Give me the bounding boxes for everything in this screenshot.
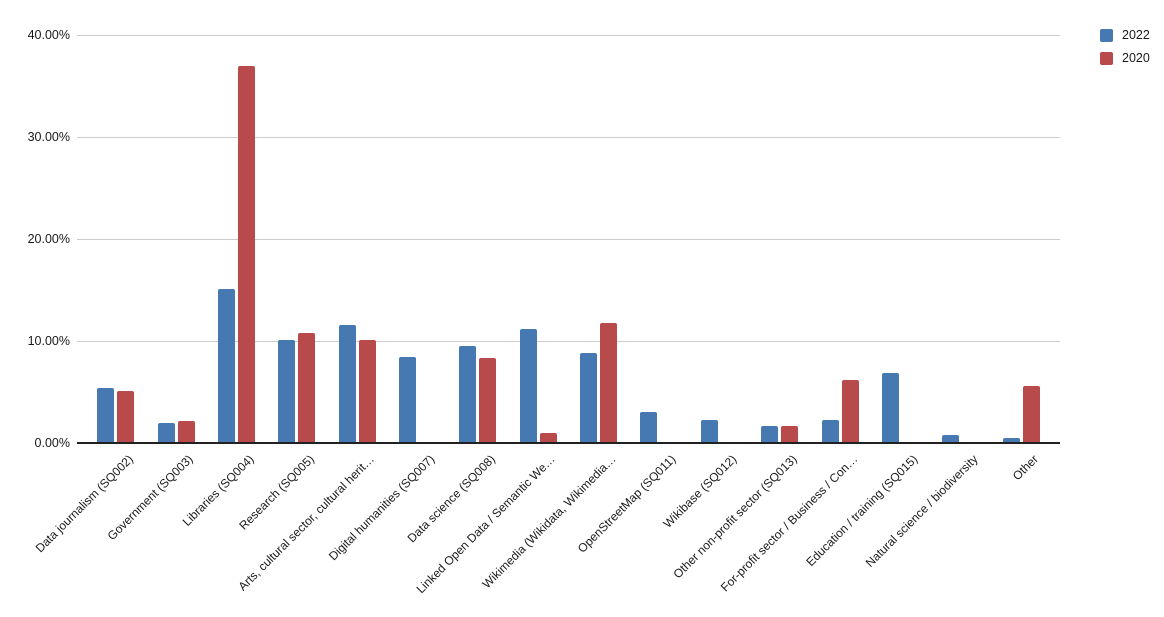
x-axis-baseline <box>77 442 1060 444</box>
bar-2022-category-0[interactable] <box>97 387 115 443</box>
bar-2020-category-4[interactable] <box>358 339 376 443</box>
legend-label-2020: 2020 <box>1122 51 1150 65</box>
y-tick-label: 20.00% <box>27 232 70 246</box>
bar-2022-category-4[interactable] <box>338 324 356 443</box>
gridline-30.00% <box>77 136 1060 138</box>
bar-2020-category-7[interactable] <box>539 432 557 443</box>
bar-2020-category-12[interactable] <box>841 379 859 443</box>
x-tick-label: Education / training (SQ015) <box>803 452 921 569</box>
bar-2022-category-1[interactable] <box>157 422 175 443</box>
gridline-40.00% <box>77 34 1060 36</box>
bar-2022-category-8[interactable] <box>580 353 598 443</box>
y-tick-label: 0.00% <box>34 436 70 450</box>
legend-swatch-2020 <box>1100 51 1113 65</box>
x-tick-label: OpenStreetMap (SQ011) <box>575 452 679 556</box>
bar-2020-category-2[interactable] <box>238 65 255 443</box>
bar-2022-category-3[interactable] <box>278 339 296 443</box>
y-tick-label: 10.00% <box>27 334 70 348</box>
bar-2020-category-8[interactable] <box>600 322 618 443</box>
bar-2022-category-12[interactable] <box>821 419 839 443</box>
legend-item-2020[interactable]: 2020 <box>1100 51 1150 65</box>
x-tick-label: Digital humanities (SQ007) <box>326 452 438 564</box>
bar-2022-category-10[interactable] <box>700 419 718 443</box>
bar-2020-category-0[interactable] <box>117 390 135 443</box>
bar-2022-category-6[interactable] <box>459 346 477 443</box>
bar-2022-category-2[interactable] <box>218 288 235 443</box>
legend-item-2022[interactable]: 2022 <box>1100 28 1150 42</box>
bar-2020-category-3[interactable] <box>298 332 316 443</box>
y-tick-label: 30.00% <box>27 130 70 144</box>
bar-2020-category-1[interactable] <box>177 420 195 443</box>
bar-2022-category-7[interactable] <box>519 328 537 443</box>
bar-2020-category-15[interactable] <box>1022 385 1040 443</box>
bar-2022-category-5[interactable] <box>399 357 417 443</box>
gridline-10.00% <box>77 340 1060 342</box>
gridline-20.00% <box>77 238 1060 240</box>
x-tick-label: Natural science / biodiversity <box>862 452 981 570</box>
bar-2020-category-6[interactable] <box>479 358 497 443</box>
bar-2022-category-14[interactable] <box>942 434 960 443</box>
x-tick-label: Other <box>1009 452 1041 484</box>
y-tick-label: 40.00% <box>27 28 70 42</box>
bar-2022-category-15[interactable] <box>1002 437 1020 443</box>
x-tick-label: Other non-profit sector (SQ013) <box>670 452 800 582</box>
x-tick-label: Data journalism (SQ002) <box>32 452 136 556</box>
bar-2020-category-11[interactable] <box>781 425 799 443</box>
bar-2022-category-11[interactable] <box>761 425 779 443</box>
legend-label-2022: 2022 <box>1122 28 1150 42</box>
bar-2022-category-9[interactable] <box>640 412 658 443</box>
legend-swatch-2022 <box>1100 28 1113 42</box>
bar-2022-category-13[interactable] <box>881 372 899 443</box>
legend: 2022 2020 <box>1100 28 1150 65</box>
